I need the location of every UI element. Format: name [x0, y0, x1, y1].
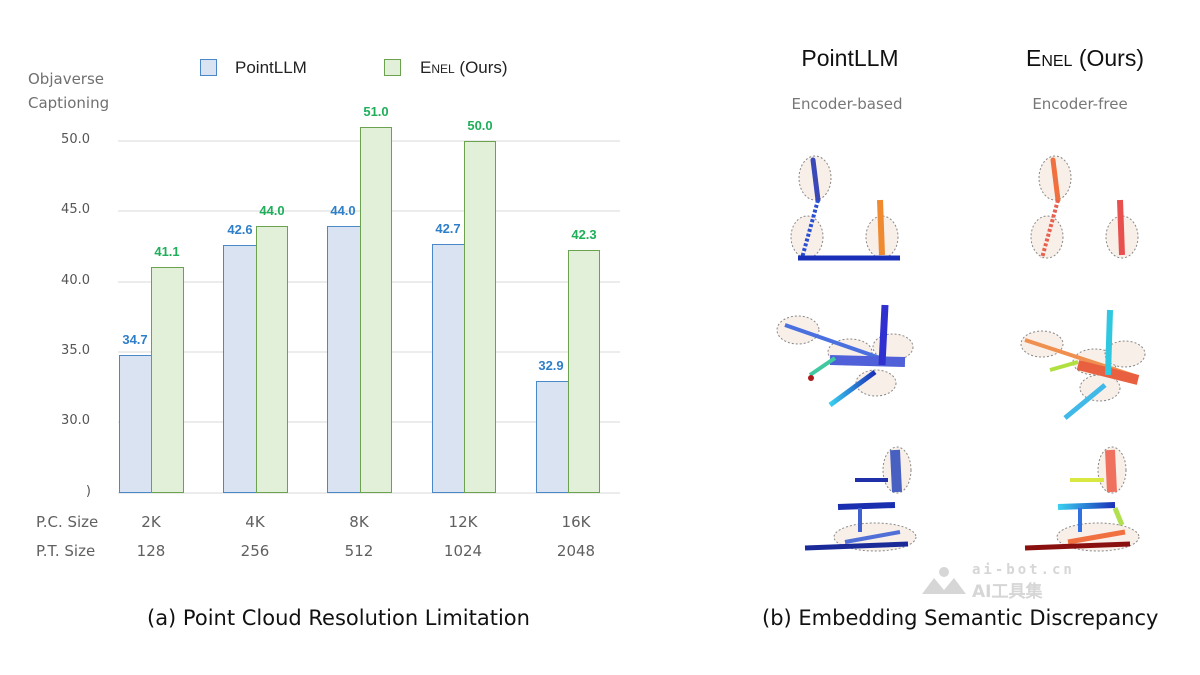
bar-enel-2k — [151, 267, 184, 493]
y-axis-label-line1: Objaverse — [28, 70, 105, 88]
x-tick-pc: 8K — [349, 513, 369, 531]
x-tick-pt: 1024 — [443, 542, 483, 560]
bar-pointllm-2k — [119, 355, 152, 493]
watermark-cn: AI工具集 — [972, 582, 1043, 602]
y-tick: 30.0 — [61, 413, 90, 428]
legend-swatch-pointllm — [200, 59, 217, 76]
x-tick-pc: 4K — [245, 513, 265, 531]
y-tick: 50.0 — [61, 132, 90, 147]
caption-b: (b) Embedding Semantic Discrepancy — [762, 606, 1159, 630]
airplane-pointllm — [776, 304, 914, 408]
legend-swatch-enel — [384, 59, 401, 76]
point-cloud-visualizations — [776, 155, 1146, 552]
bar-pointllm-12k — [432, 244, 465, 493]
chair-pointllm — [790, 155, 900, 261]
value-label-pointllm: 32.9 — [538, 358, 564, 373]
x-tick-pt: 256 — [240, 542, 270, 560]
caption-a: (a) Point Cloud Resolution Limitation — [147, 606, 530, 630]
col-subtitle-encoder-based: Encoder-based — [791, 95, 903, 113]
legend-label-pointllm: PointLLM — [235, 58, 307, 77]
chair2-pointllm — [804, 446, 917, 552]
x-tick-pc: 12K — [448, 513, 478, 531]
chair2-enel — [1024, 446, 1140, 552]
value-label-enel: 50.0 — [467, 118, 493, 133]
col-title-enel: Enel (Ours) — [1025, 45, 1145, 71]
baseline — [118, 492, 620, 494]
airplane-enel — [1020, 309, 1146, 420]
x-tick-pt: 512 — [344, 542, 374, 560]
value-label-enel: 44.0 — [259, 203, 285, 218]
bar-pointllm-4k — [223, 245, 257, 493]
value-label-enel: 41.1 — [154, 244, 180, 259]
x-tick-pt: 128 — [136, 542, 166, 560]
value-label-enel: 42.3 — [571, 227, 597, 242]
x-row2-label: P.T. Size — [36, 542, 96, 560]
value-label-pointllm: 34.7 — [122, 332, 148, 347]
x-tick-pc: 2K — [141, 513, 161, 531]
value-label-pointllm: 42.6 — [227, 222, 253, 237]
col-title-pointllm: PointLLM — [801, 45, 899, 71]
bar-pointllm-8k — [327, 226, 361, 493]
x-row1-label: P.C. Size — [36, 513, 99, 531]
bar-enel-8k — [360, 127, 392, 493]
y-tick: ) — [85, 484, 91, 499]
x-tick-pc: 16K — [561, 513, 591, 531]
bar-enel-12k — [464, 141, 496, 493]
y-axis-label-line2: Captioning — [28, 94, 110, 112]
col-subtitle-encoder-free: Encoder-free — [1032, 95, 1128, 113]
watermark-logo-icon — [922, 567, 966, 594]
value-label-pointllm: 42.7 — [435, 221, 461, 236]
x-tick-pt: 2048 — [556, 542, 596, 560]
value-label-pointllm: 44.0 — [330, 203, 356, 218]
chair-enel — [1030, 155, 1140, 261]
y-tick: 35.0 — [61, 343, 90, 358]
bar-pointllm-16k — [536, 381, 569, 493]
bar-enel-16k — [568, 250, 600, 493]
bar-enel-4k — [256, 226, 288, 493]
y-tick: 45.0 — [61, 202, 90, 217]
legend-label-enel: Enel (Ours) — [420, 58, 508, 77]
y-tick: 40.0 — [61, 273, 90, 288]
value-label-enel: 51.0 — [363, 104, 389, 119]
watermark-url: ai-bot.cn — [972, 562, 1075, 578]
